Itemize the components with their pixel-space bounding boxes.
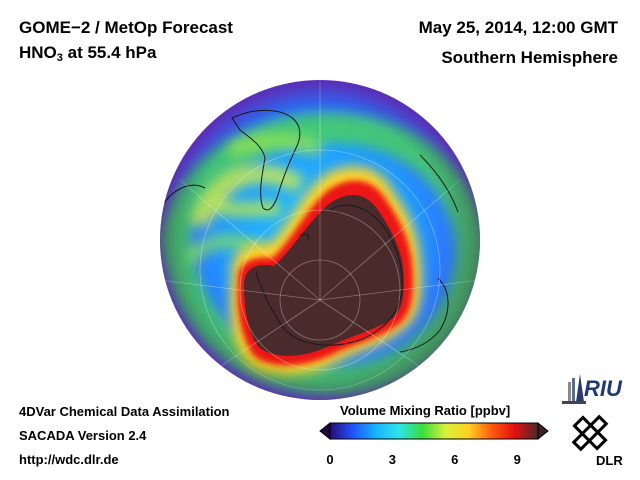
species-level-title: HNO3 at 55.4 hPa [19,43,156,64]
footer-version: SACADA Version 2.4 [19,428,147,443]
hemisphere-label: Southern Hemisphere [441,48,618,67]
footer-method: 4DVar Chemical Data Assimilation [19,404,230,419]
dlr-logo: DLR [571,414,623,468]
species-name: HNO [19,43,57,62]
dlr-logo-text: DLR [596,453,623,468]
colorbar: 0 3 6 9 [319,421,549,467]
colorbar-max-arrow [537,421,549,441]
species-subscript: 3 [56,52,63,64]
globe-limb-shade [160,80,480,400]
map-title: GOME−2 / MetOp Forecast [19,18,233,37]
pressure-level: at 55.4 hPa [62,43,157,62]
riu-logo: RIU [562,374,623,404]
riu-logo-text: RIU [584,376,623,401]
colorbar-min-arrow [319,421,331,441]
colorbar-tick-label: 3 [389,452,396,467]
colorbar-tick-label: 0 [326,452,333,467]
footer-url: http://wdc.dlr.de [19,452,119,467]
colorbar-tick-label: 9 [514,452,521,467]
colorbar-tick-label: 6 [451,452,458,467]
forecast-datetime: May 25, 2014, 12:00 GMT [418,18,618,37]
colorbar-gradient-bar [329,422,539,440]
colorbar-title: Volume Mixing Ratio [ppbv] [340,403,511,418]
